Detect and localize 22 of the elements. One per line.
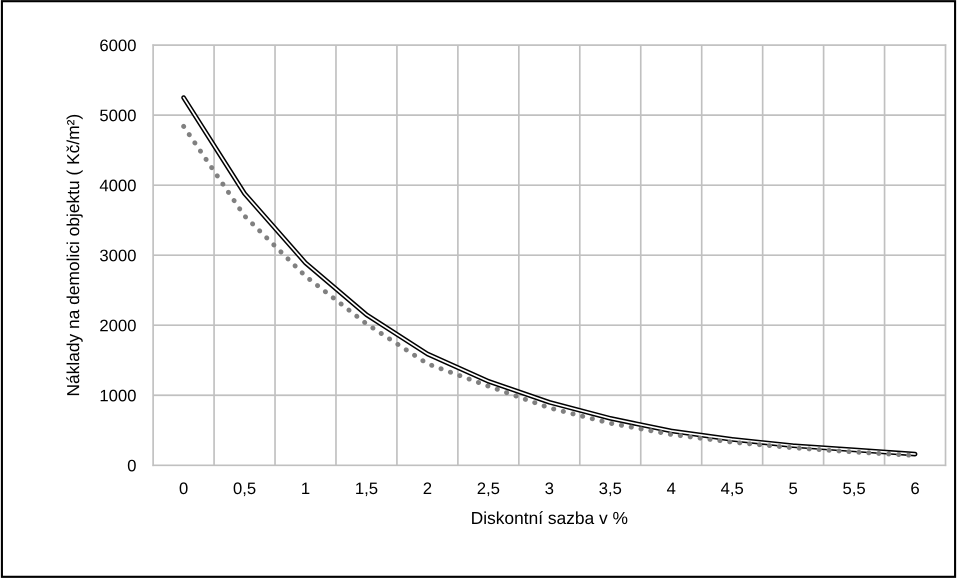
x-tick-label: 4 bbox=[666, 482, 676, 494]
y-tick-label: 6000 bbox=[100, 39, 136, 52]
x-tick-label: 2,5 bbox=[478, 482, 500, 496]
x-tick-label: 3 bbox=[545, 482, 554, 494]
x-axis-title: Diskontní sazba v % bbox=[472, 511, 628, 524]
x-tick-label: 6 bbox=[911, 482, 919, 494]
x-tick-label: 1,5 bbox=[356, 482, 378, 496]
y-tick-label: 4000 bbox=[100, 180, 136, 192]
x-tick-label: 0 bbox=[180, 482, 188, 494]
y-tick-label: 5000 bbox=[100, 110, 136, 122]
y-tick-label: 3000 bbox=[100, 250, 136, 262]
y-tick-label: 2000 bbox=[100, 320, 136, 332]
x-tick-label: 5 bbox=[789, 482, 798, 494]
x-tick-label: 2 bbox=[424, 482, 432, 494]
y-axis-title: Náklady na demolici objektu ( Kč/m²) bbox=[66, 114, 83, 396]
y-tick-label: 0 bbox=[128, 460, 136, 472]
x-tick-label: 1 bbox=[302, 482, 310, 494]
x-tick-label: 4,5 bbox=[720, 482, 744, 496]
x-tick-label: 0,5 bbox=[234, 482, 256, 496]
x-tick-label: 3,5 bbox=[599, 482, 622, 496]
y-tick-label: 1000 bbox=[100, 390, 136, 402]
x-tick-label: 5,5 bbox=[843, 482, 865, 496]
